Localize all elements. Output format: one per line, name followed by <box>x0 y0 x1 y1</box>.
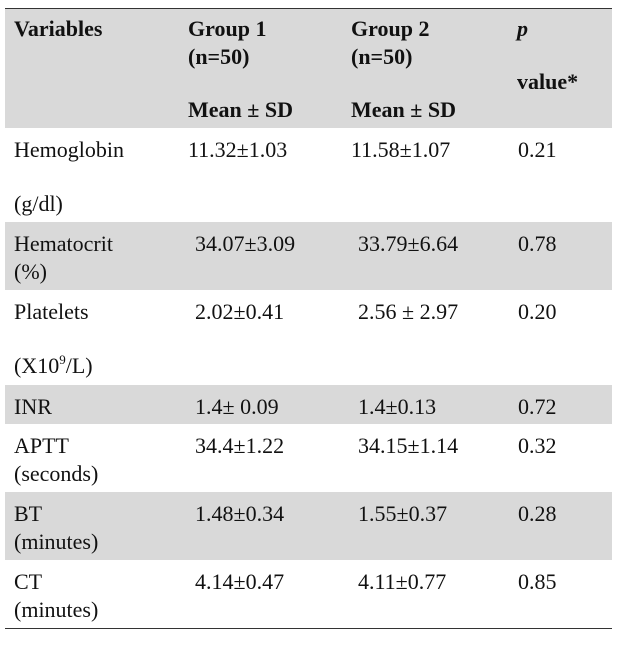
p-value: 0.78 <box>518 231 557 256</box>
group1-value: 1.4± 0.09 <box>195 394 279 419</box>
p-value: 0.20 <box>518 299 557 324</box>
group1-value: 11.32±1.03 <box>188 137 288 162</box>
bottom-rule <box>5 628 612 629</box>
group2-value: 4.11±0.77 <box>358 569 447 594</box>
row-background <box>5 492 612 560</box>
top-rule <box>5 8 612 9</box>
group2-value: 1.55±0.37 <box>358 501 448 526</box>
p-value: 0.85 <box>518 569 557 594</box>
variable-label: Platelets <box>14 299 89 324</box>
group1-value: 2.02±0.41 <box>195 299 285 324</box>
row-background <box>5 222 612 290</box>
variable-label: (g/dl) <box>14 191 63 216</box>
p-value: 0.72 <box>518 394 557 419</box>
unit-text: (X10 <box>14 353 60 378</box>
p-value: 0.32 <box>518 433 557 458</box>
variable-label: APTT <box>14 433 69 458</box>
header-cell: Group 1 <box>188 16 267 41</box>
header-cell: p <box>517 16 528 41</box>
group2-value: 34.15±1.14 <box>358 433 459 458</box>
variable-label: Hematocrit <box>14 231 113 256</box>
variable-label: INR <box>14 394 52 419</box>
variable-unit: (X109/L) <box>14 353 93 379</box>
p-value: 0.28 <box>518 501 557 526</box>
variable-label: (%) <box>14 259 47 284</box>
variable-label: (minutes) <box>14 597 99 622</box>
group2-value: 11.58±1.07 <box>351 137 451 162</box>
p-value: 0.21 <box>518 137 557 162</box>
group1-value: 1.48±0.34 <box>195 501 285 526</box>
group1-value: 34.4±1.22 <box>195 433 285 458</box>
unit-text: /L) <box>65 353 93 378</box>
variable-label: Hemoglobin <box>14 137 124 162</box>
header-cell: Variables <box>14 16 103 41</box>
header-cell: Mean ± SD <box>188 97 293 122</box>
header-background <box>5 8 612 128</box>
variable-label: (seconds) <box>14 461 99 486</box>
header-cell: Mean ± SD <box>351 97 456 122</box>
row-background <box>5 385 612 424</box>
unit-superscript: 9 <box>59 352 66 367</box>
header-cell: Group 2 <box>351 16 430 41</box>
variable-label: BT <box>14 501 43 526</box>
header-cell: (n=50) <box>351 44 413 69</box>
group2-value: 1.4±0.13 <box>358 394 437 419</box>
header-cell: value* <box>517 69 579 94</box>
group1-value: 34.07±3.09 <box>195 231 296 256</box>
group2-value: 2.56 ± 2.97 <box>358 299 459 324</box>
variable-label: (minutes) <box>14 529 99 554</box>
group2-value: 33.79±6.64 <box>358 231 459 256</box>
group1-value: 4.14±0.47 <box>195 569 285 594</box>
variable-label: CT <box>14 569 43 594</box>
header-cell: (n=50) <box>188 44 250 69</box>
